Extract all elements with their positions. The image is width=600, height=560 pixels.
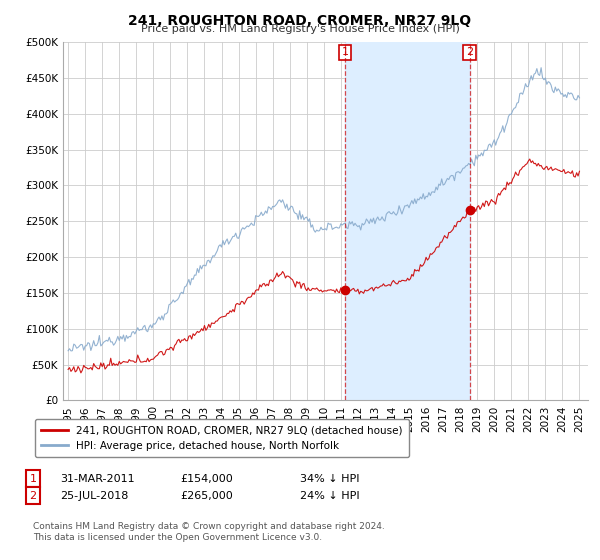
Text: 31-MAR-2011: 31-MAR-2011 [60,474,134,484]
Text: 34% ↓ HPI: 34% ↓ HPI [300,474,359,484]
Text: 1: 1 [341,48,349,57]
Text: 241, ROUGHTON ROAD, CROMER, NR27 9LQ: 241, ROUGHTON ROAD, CROMER, NR27 9LQ [128,14,472,28]
Legend: 241, ROUGHTON ROAD, CROMER, NR27 9LQ (detached house), HPI: Average price, detac: 241, ROUGHTON ROAD, CROMER, NR27 9LQ (de… [35,419,409,457]
Text: £265,000: £265,000 [180,491,233,501]
Text: 2: 2 [29,491,37,501]
Text: Contains HM Land Registry data © Crown copyright and database right 2024.
This d: Contains HM Land Registry data © Crown c… [33,522,385,542]
Text: Price paid vs. HM Land Registry's House Price Index (HPI): Price paid vs. HM Land Registry's House … [140,24,460,34]
Text: 24% ↓ HPI: 24% ↓ HPI [300,491,359,501]
Text: 1: 1 [29,474,37,484]
Text: 25-JUL-2018: 25-JUL-2018 [60,491,128,501]
Text: £154,000: £154,000 [180,474,233,484]
Bar [345,42,470,400]
Text: 2: 2 [466,48,473,57]
